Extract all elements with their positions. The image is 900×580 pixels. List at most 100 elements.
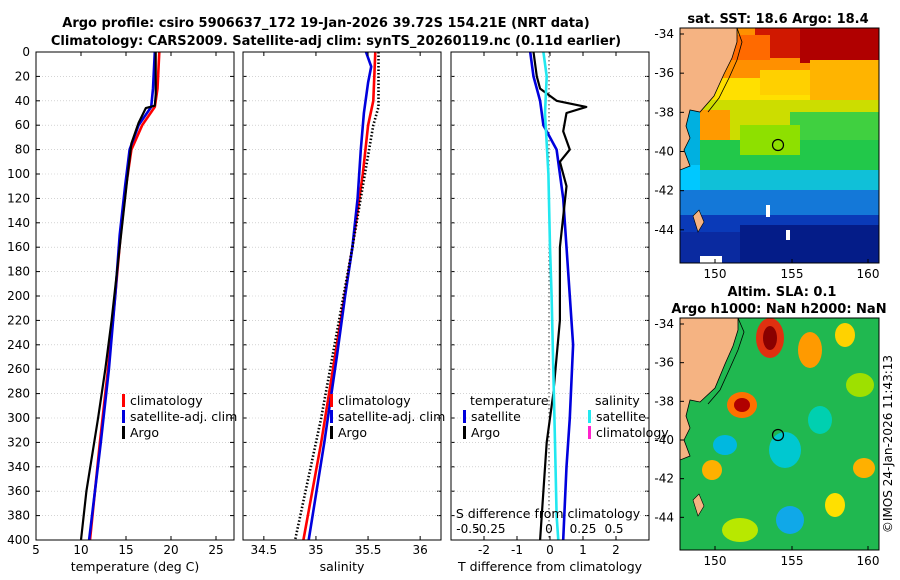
imos-credit: ©IMOS 24-Jan-2026 11:43:13 (881, 355, 895, 533)
sla-map-title-line2: Argo h1000: NaN h2000: NaN (671, 302, 886, 317)
salinity-tick-labels: 34.5 35 35.5 36 (250, 52, 428, 557)
x-tick-label: 34.5 (250, 543, 277, 557)
sla-lon-tick-labels: 150 155 160 (704, 546, 880, 568)
x-tick-label: 1 (579, 543, 587, 557)
x-tick-label: 36 (413, 543, 428, 557)
legend-swatch-t-argo (463, 426, 466, 439)
lat-tick-label: -36 (654, 356, 674, 370)
legend-swatch-argo (330, 426, 333, 439)
x-tick-label: 35 (308, 543, 323, 557)
y-tick-label: 220 (7, 313, 30, 327)
lat-tick-label: -44 (654, 510, 674, 524)
y-tick-label: 160 (7, 240, 30, 254)
legend-label-climatology: climatology (130, 393, 203, 408)
salinity-grid (243, 76, 441, 516)
temperature-grid (36, 76, 234, 516)
x2-tick-label: 0.25 (570, 522, 597, 536)
legend-label-argo: Argo (130, 425, 159, 440)
x-tick-label: 15 (118, 543, 133, 557)
temperature-lines (79, 52, 161, 540)
y-tick-label: 80 (15, 143, 30, 157)
legend-label-t-satellite: satellite (471, 409, 521, 424)
x-tick-label: 20 (163, 543, 178, 557)
series-line-climatology (88, 52, 161, 540)
difference-lines (528, 52, 588, 540)
legend-swatch-satellite (122, 410, 125, 423)
legend-label-argo: Argo (338, 425, 367, 440)
legend-label-climatology: climatology (338, 393, 411, 408)
x-tick-label: -1 (511, 543, 523, 557)
y-tick-label: 340 (7, 460, 30, 474)
x-tick-label: 0 (546, 543, 554, 557)
s-difference-tick-labels: -0.5-0.25 0 0.25 0.5 (456, 522, 623, 536)
lon-tick-label: 150 (704, 554, 727, 568)
lat-tick-label: -42 (654, 184, 674, 198)
x-tick-label: -2 (478, 543, 490, 557)
y-tick-label: 280 (7, 387, 30, 401)
lon-tick-label: 150 (704, 267, 727, 281)
sla-map-frame (679, 317, 880, 551)
lon-tick-label: 160 (857, 554, 880, 568)
legend-label-s-climatology: climatology (596, 425, 669, 440)
y-tick-label: 100 (7, 167, 30, 181)
y-tick-label: 40 (15, 94, 30, 108)
y-tick-label: 200 (7, 289, 30, 303)
legend-swatch-climatology (122, 394, 125, 407)
sst-lon-tick-labels: 150 155 160 (704, 259, 880, 281)
lat-tick-label: -34 (654, 27, 674, 41)
y-tick-label: 260 (7, 362, 30, 376)
sla-argo-marker (771, 428, 785, 442)
t-difference-tick-labels: -2 -1 0 1 2 (478, 52, 620, 557)
lon-tick-label: 160 (857, 267, 880, 281)
y-tick-label: 300 (7, 411, 30, 425)
y-tick-label: 20 (15, 69, 30, 83)
series-line-t-satellite (528, 52, 575, 540)
temperature-legend: climatology satellite-adj. clim Argo (122, 393, 237, 440)
legend-swatch-climatology (330, 394, 333, 407)
salinity-lines (293, 52, 380, 540)
x2-tick-label: -0.5 (456, 522, 479, 536)
y-tick-label: 60 (15, 118, 30, 132)
lat-tick-label: -44 (654, 223, 674, 237)
y-tick-label: 180 (7, 265, 30, 279)
legend-label-satellite: satellite-adj. clim (338, 409, 445, 424)
sst-field (680, 28, 879, 263)
legend-swatch-t-satellite (463, 410, 466, 423)
series-line-satellite-adj-clim (307, 52, 373, 540)
sst-map-title: sat. SST: 18.6 Argo: 18.4 (687, 12, 868, 27)
legend-header-temperature: temperature (470, 393, 549, 408)
sst-map: sat. SST: 18.6 Argo: 18.4 (654, 12, 880, 281)
series-line-satellite-adj-clim (87, 52, 157, 540)
lat-tick-label: -36 (654, 66, 674, 80)
lat-tick-label: -38 (654, 394, 674, 408)
series-line-climatology (302, 52, 377, 540)
lat-tick-label: -40 (654, 433, 674, 447)
sla-lat-tick-labels: -34 -36 -38 -40 -42 -44 (654, 317, 684, 524)
lat-tick-label: -38 (654, 105, 674, 119)
x2-tick-label: -0.25 (474, 522, 505, 536)
lon-tick-label: 155 (781, 554, 804, 568)
x-tick-label: 25 (208, 543, 223, 557)
y-tick-label: 240 (7, 338, 30, 352)
legend-header-salinity: salinity (595, 393, 640, 408)
salinity-xlabel: salinity (320, 559, 365, 574)
figure-title-line1: Argo profile: csiro 5906637_172 19-Jan-2… (62, 16, 589, 31)
temperature-tick-labels: 5 10 15 20 25 (32, 52, 224, 557)
y-tick-label: 320 (7, 435, 30, 449)
legend-label-t-argo: Argo (471, 425, 500, 440)
y-tick-label: 120 (7, 191, 30, 205)
series-line-t-argo (532, 52, 588, 540)
legend-label-s-satellite: satellite (596, 409, 646, 424)
s-difference-label: S difference from climatology (456, 506, 641, 521)
difference-grid (451, 76, 649, 516)
y-tick-label: 360 (7, 484, 30, 498)
x-tick-label: 35.5 (355, 543, 382, 557)
salinity-legend: climatology satellite-adj. clim Argo (330, 393, 445, 440)
t-difference-xlabel: T difference from climatology (457, 559, 643, 574)
y-tick-label: 400 (7, 533, 30, 547)
x-tick-label: 2 (612, 543, 620, 557)
sla-field (680, 318, 879, 550)
legend-swatch-argo (122, 426, 125, 439)
lat-tick-label: -34 (654, 317, 674, 331)
